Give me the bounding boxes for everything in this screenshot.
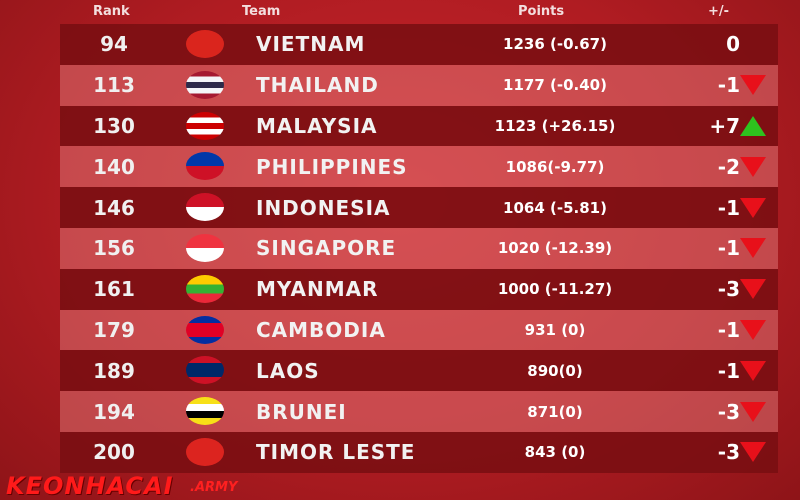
header-rank: Rank	[93, 4, 130, 19]
points-value: 1000 (-11.27)	[497, 280, 613, 299]
points-value: 1123 (+26.15)	[494, 116, 616, 135]
team-name: TIMOR LESTE	[256, 440, 416, 465]
watermark-logo: KEONHACAI	[6, 472, 174, 500]
arrow-down-icon	[740, 269, 766, 310]
country-flag-icon	[186, 193, 224, 222]
points-value: 1086(-9.77)	[505, 157, 605, 176]
team-name: LAOS	[256, 358, 320, 383]
rank-value: 200	[93, 440, 135, 465]
country-flag-icon	[186, 274, 224, 303]
team-name: SINGAPORE	[256, 236, 397, 261]
country-flag-icon	[186, 70, 224, 99]
team-name: THAILAND	[256, 73, 379, 98]
rank-value: 113	[93, 73, 135, 98]
change-value: -1	[717, 73, 740, 98]
arrow-down-shape	[740, 75, 766, 96]
team-name: BRUNEI	[256, 399, 347, 424]
rank-value: 146	[93, 195, 135, 220]
table-row: 194 BRUNEI 871(0) -3	[60, 391, 778, 432]
team-name: MALAYSIA	[256, 113, 378, 138]
change-value: -1	[717, 195, 740, 220]
country-flag-icon	[186, 111, 224, 140]
arrow-down-shape	[740, 360, 766, 381]
table-row: 140 PHILIPPINES 1086(-9.77) -2	[60, 146, 778, 188]
rank-value: 179	[93, 317, 135, 342]
table-row: 179 CAMBODIA 931 (0) -1	[60, 309, 778, 351]
table-row: 146 INDONESIA 1064 (-5.81) -1	[60, 187, 778, 228]
team-name: MYANMAR	[256, 277, 379, 302]
rank-value: 94	[100, 32, 128, 57]
points-value: 890(0)	[527, 361, 583, 380]
rank-value: 194	[93, 399, 135, 424]
country-flag-icon	[186, 152, 224, 181]
no-change	[740, 24, 766, 65]
change-value: -3	[717, 440, 740, 465]
rank-value: 130	[93, 113, 135, 138]
rank-value: 140	[93, 154, 135, 179]
points-value: 1236 (-0.67)	[503, 35, 607, 54]
team-name: PHILIPPINES	[256, 154, 408, 179]
change-value: -1	[717, 358, 740, 383]
arrow-up-icon	[740, 106, 766, 147]
arrow-down-shape	[740, 279, 766, 300]
change-value: -3	[717, 277, 740, 302]
points-value: 931 (0)	[524, 320, 586, 339]
table-row: 189 LAOS 890(0) -1	[60, 350, 778, 392]
rank-value: 161	[93, 277, 135, 302]
arrow-down-icon	[740, 310, 766, 351]
arrow-down-shape	[740, 442, 766, 463]
arrow-down-shape	[740, 401, 766, 422]
header-change: +/-	[708, 4, 730, 19]
table-row: 200 TIMOR LESTE 843 (0) -3	[60, 431, 778, 473]
country-flag-icon	[186, 315, 224, 344]
table-row: 113 THAILAND 1177 (-0.40) -1	[60, 64, 778, 106]
arrow-down-shape	[740, 319, 766, 340]
rank-value: 156	[93, 236, 135, 261]
team-name: INDONESIA	[256, 195, 391, 220]
rank-value: 189	[93, 358, 135, 383]
team-name: CAMBODIA	[256, 317, 386, 342]
watermark-suffix: .ARMY	[190, 480, 238, 495]
table-row: 94 VIETNAM 1236 (-0.67) 0	[60, 24, 778, 65]
arrow-down-shape	[740, 238, 766, 259]
country-flag-icon	[186, 397, 224, 426]
points-value: 843 (0)	[524, 443, 586, 462]
change-value: -1	[717, 317, 740, 342]
arrow-down-icon	[740, 65, 766, 106]
arrow-down-icon	[740, 146, 766, 187]
change-value: 0	[726, 32, 740, 57]
change-value: -2	[717, 154, 740, 179]
change-value: -1	[717, 236, 740, 261]
arrow-down-shape	[740, 156, 766, 177]
header-team: Team	[242, 4, 281, 19]
ranking-table: 94 VIETNAM 1236 (-0.67) 0 113 THAILAND 1177 (-…	[60, 24, 778, 473]
arrow-down-shape	[740, 197, 766, 218]
team-name: VIETNAM	[256, 32, 366, 57]
arrow-down-icon	[740, 228, 766, 269]
arrow-down-icon	[740, 391, 766, 432]
arrow-down-icon	[740, 187, 766, 228]
arrow-down-icon	[740, 350, 766, 391]
change-value: +7	[709, 113, 740, 138]
arrow-up-shape	[740, 115, 766, 136]
header-points: Points	[518, 4, 565, 19]
table-row: 156 SINGAPORE 1020 (-12.39) -1	[60, 227, 778, 269]
table-row: 161 MYANMAR 1000 (-11.27) -3	[60, 268, 778, 310]
points-value: 871(0)	[527, 402, 583, 421]
change-value: -3	[717, 399, 740, 424]
points-value: 1020 (-12.39)	[497, 239, 613, 258]
table-row: 130 MALAYSIA 1123 (+26.15) +7	[60, 105, 778, 147]
country-flag-icon	[186, 30, 224, 58]
arrow-down-icon	[740, 432, 766, 473]
country-flag-icon	[186, 437, 224, 466]
country-flag-icon	[186, 233, 224, 262]
points-value: 1064 (-5.81)	[503, 198, 607, 217]
country-flag-icon	[186, 356, 224, 385]
points-value: 1177 (-0.40)	[503, 76, 607, 95]
